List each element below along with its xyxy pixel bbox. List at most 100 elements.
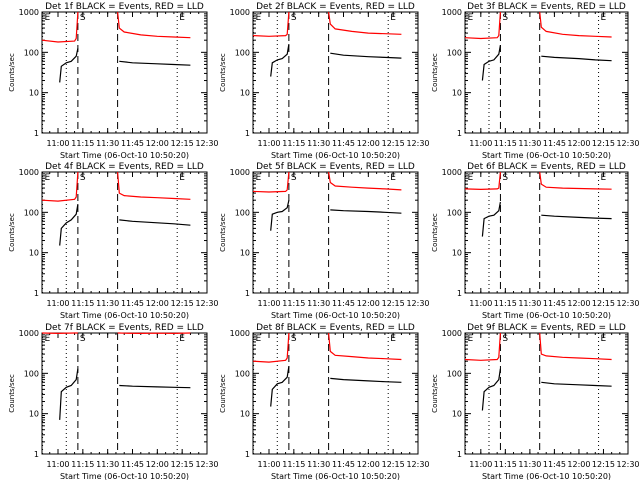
x-axis-label: Start Time (06-Oct-10 10:50:20) <box>482 472 611 480</box>
events-series-line <box>60 204 78 246</box>
plot-title: Det 1f BLACK = Events, RED = LLD <box>45 2 204 12</box>
y-tick-label: 10 <box>240 89 250 98</box>
events-series-line <box>330 378 401 382</box>
y-tick-label: 100 <box>447 208 462 217</box>
events-series-line <box>330 53 401 58</box>
y-tick-label: 1 <box>34 289 39 298</box>
x-tick-label: 12:00 <box>146 139 169 148</box>
x-tick-label: 11:30 <box>96 139 119 148</box>
x-tick-label: 12:00 <box>357 139 380 148</box>
y-tick-label: 1000 <box>442 329 462 338</box>
y-axis-label: Counts/sec <box>219 53 227 92</box>
x-tick-label: 11:00 <box>469 299 492 308</box>
x-tick-label: 11:15 <box>282 299 305 308</box>
x-tick-label: 12:30 <box>616 460 639 469</box>
x-axis-label: Start Time (06-Oct-10 10:50:20) <box>60 472 189 480</box>
x-tick-label: 11:45 <box>543 299 566 308</box>
x-tick-label: 11:30 <box>307 299 330 308</box>
x-axis-label: Start Time (06-Oct-10 10:50:20) <box>60 311 189 320</box>
y-axis-label: Counts/sec <box>431 213 439 252</box>
y-tick-label: 1000 <box>19 8 39 17</box>
event-marker-label: E <box>468 173 474 183</box>
y-tick-label: 1 <box>457 129 462 138</box>
x-tick-label: 11:30 <box>307 460 330 469</box>
event-marker-label: S <box>502 13 508 23</box>
plot-title: Det 4f BLACK = Events, RED = LLD <box>45 162 204 172</box>
event-marker-label: S <box>291 13 297 23</box>
detector-panel-4: Det 4f BLACK = Events, RED = LLD Start Ti… <box>8 162 219 320</box>
x-tick-label: 11:30 <box>96 460 119 469</box>
x-tick-label: 12:15 <box>171 299 194 308</box>
x-axis-label: Start Time (06-Oct-10 10:50:20) <box>482 311 611 320</box>
y-tick-label: 100 <box>447 369 462 378</box>
y-tick-label: 1 <box>457 289 462 298</box>
x-tick-label: 11:00 <box>46 299 69 308</box>
x-tick-label: 12:15 <box>592 460 615 469</box>
y-tick-label: 10 <box>452 89 462 98</box>
events-series-line <box>60 369 78 420</box>
x-tick-label: 11:30 <box>307 139 330 148</box>
x-tick-label: 11:00 <box>46 139 69 148</box>
x-tick-label: 11:00 <box>46 460 69 469</box>
x-tick-label: 11:15 <box>71 460 94 469</box>
y-axis-label: Counts/sec <box>431 374 439 413</box>
x-tick-label: 11:45 <box>543 139 566 148</box>
y-tick-label: 1 <box>245 129 250 138</box>
x-tick-label: 11:15 <box>282 139 305 148</box>
x-tick-label: 12:15 <box>382 460 405 469</box>
y-tick-label: 1 <box>457 450 462 459</box>
event-marker-label: E <box>390 13 396 23</box>
x-tick-label: 12:15 <box>382 299 405 308</box>
event-marker-label: S <box>291 173 297 183</box>
x-tick-label: 11:15 <box>494 299 517 308</box>
y-axis-label: Counts/sec <box>8 213 16 252</box>
events-series-line <box>271 200 289 231</box>
events-series-line <box>119 61 190 65</box>
y-tick-label: 10 <box>29 249 39 258</box>
events-series-line <box>482 369 500 411</box>
y-tick-label: 1000 <box>230 329 250 338</box>
y-axis-label: Counts/sec <box>219 213 227 252</box>
x-tick-label: 12:00 <box>357 460 380 469</box>
event-marker-label: E <box>45 173 51 183</box>
events-series-line <box>541 215 611 218</box>
y-tick-label: 100 <box>24 208 39 217</box>
plot-title: Det 2f BLACK = Events, RED = LLD <box>256 2 415 12</box>
y-axis-label: Counts/sec <box>431 53 439 92</box>
events-series-line <box>482 202 500 237</box>
x-tick-label: 11:15 <box>494 139 517 148</box>
event-marker-label: E <box>601 13 607 23</box>
event-marker-label: E <box>256 173 262 183</box>
events-series-line <box>541 56 611 61</box>
events-series-line <box>482 45 500 80</box>
events-series-line <box>541 382 611 386</box>
event-marker-label: E <box>179 173 185 183</box>
x-tick-label: 11:30 <box>518 460 541 469</box>
x-tick-label: 11:15 <box>71 299 94 308</box>
y-tick-label: 100 <box>235 369 250 378</box>
y-tick-label: 10 <box>29 410 39 419</box>
x-tick-label: 12:15 <box>171 460 194 469</box>
x-tick-label: 11:30 <box>518 139 541 148</box>
event-marker-label: S <box>502 334 508 344</box>
y-tick-label: 1000 <box>19 168 39 177</box>
y-tick-label: 10 <box>452 249 462 258</box>
y-tick-label: 10 <box>29 89 39 98</box>
x-tick-label: 12:30 <box>616 139 639 148</box>
x-tick-label: 12:00 <box>567 460 590 469</box>
x-tick-label: 12:00 <box>567 299 590 308</box>
x-tick-label: 12:15 <box>592 299 615 308</box>
x-axis-label: Start Time (06-Oct-10 10:50:20) <box>271 151 400 160</box>
detector-panel-2: Det 2f BLACK = Events, RED = LLD Start Ti… <box>219 2 430 160</box>
event-marker-label: S <box>502 173 508 183</box>
plot-title: Det 6f BLACK = Events, RED = LLD <box>467 162 626 172</box>
x-tick-label: 11:00 <box>469 139 492 148</box>
x-tick-label: 11:15 <box>282 460 305 469</box>
event-marker-label: S <box>80 334 86 344</box>
y-tick-label: 1 <box>245 450 250 459</box>
x-axis-label: Start Time (06-Oct-10 10:50:20) <box>60 151 189 160</box>
